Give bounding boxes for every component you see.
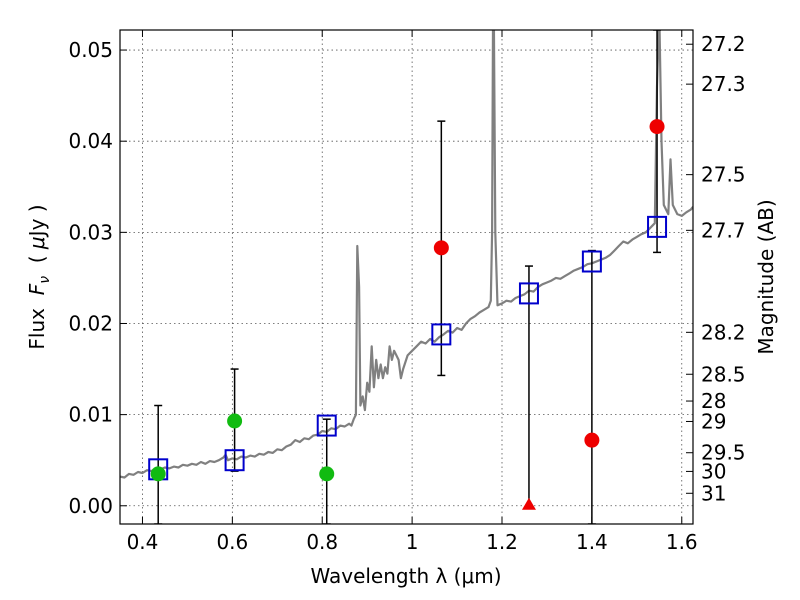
y-axis-title-symbol: F xyxy=(25,283,49,295)
observed-flux-point xyxy=(433,240,449,256)
y2-axis-title: Magnitude (AB) xyxy=(754,199,778,354)
y2-tick-label: 30 xyxy=(701,459,726,483)
y2-tick-label: 27.5 xyxy=(701,163,746,187)
grid xyxy=(120,30,693,524)
x-tick-label: 1.6 xyxy=(666,530,698,554)
series-layer xyxy=(120,30,693,479)
x-tick-label: 1.4 xyxy=(576,530,608,554)
y-tick-label: 0.05 xyxy=(68,38,113,62)
observed-flux-point xyxy=(150,466,166,482)
y2-tick-label: 27.2 xyxy=(701,32,746,56)
y-tick-label: 0.03 xyxy=(68,220,113,244)
model-photometry-square xyxy=(647,215,668,238)
model-spectrum-line xyxy=(120,30,693,479)
model-photometry-square xyxy=(581,250,602,273)
y2-tick-label: 28.2 xyxy=(701,320,746,344)
y-axis-title-post: Jy ) xyxy=(25,204,49,238)
model-photometry-square xyxy=(431,323,452,346)
tick-labels: 0.4 0.6 0.8 1 1.2 1.4 1.6 0.00 0.01 0.02 0.03 0.04 0… xyxy=(68,32,745,554)
y-axis-title: Flux Fν ( μJy ) xyxy=(25,204,53,349)
model-photometry-square xyxy=(518,282,539,305)
y-axis-title-pre: Flux xyxy=(25,295,49,349)
y-tick-label: 0.01 xyxy=(68,403,113,427)
plot-frame xyxy=(119,29,694,525)
y2-tick-label: 28.5 xyxy=(701,362,746,386)
y2-tick-label: 28 xyxy=(701,389,726,413)
observed-flux-point xyxy=(649,119,665,135)
x-tick-label: 0.8 xyxy=(306,530,338,554)
x-tick-label: 0.4 xyxy=(127,530,159,554)
y-tick-label: 0.00 xyxy=(68,494,113,518)
y2-tick-label: 27.3 xyxy=(701,72,746,96)
model-photometry-square xyxy=(224,449,245,472)
upper-limit-triangle xyxy=(521,497,536,510)
y2-tick-label: 27.7 xyxy=(701,218,746,242)
observed-flux-point xyxy=(319,466,335,482)
plot-area xyxy=(120,30,693,524)
markers xyxy=(148,119,668,510)
observed-flux-point xyxy=(584,432,600,448)
y2-tick-label: 31 xyxy=(701,481,726,505)
y-axis-title-mu: μ xyxy=(25,236,49,250)
y-tick-label: 0.04 xyxy=(68,129,113,153)
x-tick-label: 0.6 xyxy=(216,530,248,554)
x-axis-title: Wavelength λ (μm) xyxy=(310,564,501,588)
y2-tick-label: 29 xyxy=(701,409,726,433)
observed-flux-point xyxy=(227,413,243,429)
y2-tick-label: 29.5 xyxy=(701,441,746,465)
ticks xyxy=(120,30,693,524)
x-tick-label: 1 xyxy=(406,530,419,554)
model-photometry-square xyxy=(316,414,337,437)
x-tick-label: 1.2 xyxy=(486,530,518,554)
y-axis-title-mid: ( xyxy=(25,249,49,276)
y-tick-label: 0.02 xyxy=(68,311,113,335)
y-axis-title-subscript: ν xyxy=(37,276,53,284)
